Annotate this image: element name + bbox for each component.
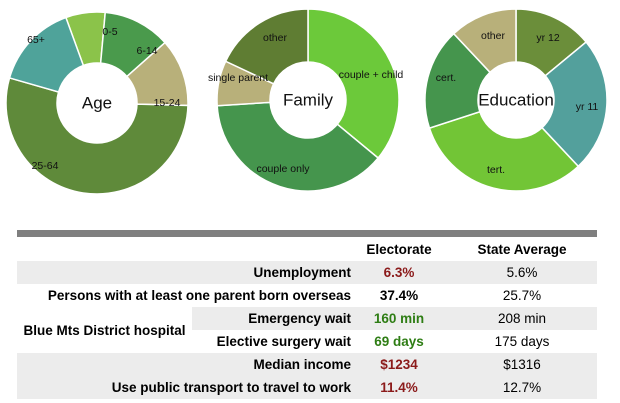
electorate-value: 6.3% bbox=[351, 261, 447, 284]
slice-label: cert. bbox=[436, 72, 456, 84]
row-label: Median income bbox=[17, 353, 351, 376]
donut-charts: 0-5 6-14 15-24 25-64 65+ Age couple + child cou… bbox=[5, 8, 608, 195]
donut-title: Age bbox=[82, 93, 112, 112]
donut-title: Education bbox=[478, 90, 554, 109]
slice-label: 0-5 bbox=[102, 26, 117, 38]
donut-slice-couple-only bbox=[216, 101, 380, 192]
row-label: Use public transport to travel to work bbox=[17, 376, 351, 399]
table-row: Elective surgery wait 69 days 175 days bbox=[17, 330, 597, 353]
donut-slice-65- bbox=[8, 16, 85, 93]
slice-label: yr 12 bbox=[536, 32, 560, 44]
table-row: Unemployment 6.3% 5.6% bbox=[17, 261, 597, 284]
electorate-value: 11.4% bbox=[351, 376, 447, 399]
row-label: Emergency wait bbox=[192, 307, 351, 330]
row-label: Unemployment bbox=[17, 261, 351, 284]
slice-label: single parent bbox=[208, 72, 268, 84]
table-row: Persons with at least one parent born ov… bbox=[17, 284, 597, 307]
header-row: Electorate State Average bbox=[17, 238, 597, 261]
state-value: 25.7% bbox=[502, 288, 542, 303]
donut-slice-25-64 bbox=[5, 76, 189, 195]
stats-table: Electorate State Average Unemployment 6.… bbox=[17, 238, 597, 399]
donut-slice-yr-11 bbox=[540, 40, 608, 168]
slice-label: 25-64 bbox=[32, 160, 59, 172]
table-row: Blue Mts District hospital Emergency wai… bbox=[17, 307, 597, 353]
table-top-bar bbox=[17, 230, 597, 237]
slice-label: 6-14 bbox=[136, 45, 157, 57]
electorate-value: 69 days bbox=[374, 334, 424, 349]
group-label: Blue Mts District hospital bbox=[17, 307, 192, 353]
row-label: Persons with at least one parent born ov… bbox=[47, 288, 351, 303]
table-row: Median income $1234 $1316 bbox=[17, 353, 597, 376]
slice-label: other bbox=[481, 30, 505, 42]
donut-title: Family bbox=[283, 90, 334, 109]
donut-slice-other bbox=[452, 8, 517, 74]
electorate-value: 37.4% bbox=[379, 288, 419, 303]
header-state-average: State Average bbox=[477, 242, 567, 257]
slice-label: 65+ bbox=[27, 34, 45, 46]
slice-label: tert. bbox=[487, 164, 505, 176]
slice-label: couple + child bbox=[339, 69, 404, 81]
electorate-value: 160 min bbox=[351, 307, 447, 330]
slice-label: other bbox=[263, 32, 287, 44]
state-value: 208 min bbox=[447, 307, 597, 330]
slice-label: 15-24 bbox=[154, 97, 181, 109]
donut-slice-couple-child bbox=[307, 8, 400, 160]
donut-slice-other bbox=[224, 8, 309, 85]
state-value: 175 days bbox=[494, 334, 550, 349]
state-value: 5.6% bbox=[447, 261, 597, 284]
state-value: 12.7% bbox=[447, 376, 597, 399]
slice-label: yr 11 bbox=[576, 101, 599, 113]
donut-slice-tert- bbox=[428, 110, 580, 192]
table-row: Use public transport to travel to work 1… bbox=[17, 376, 597, 399]
slice-label: couple only bbox=[256, 163, 310, 175]
header-electorate: Electorate bbox=[366, 242, 432, 257]
state-value: $1316 bbox=[447, 353, 597, 376]
row-label: Elective surgery wait bbox=[216, 334, 351, 349]
electorate-value: $1234 bbox=[351, 353, 447, 376]
